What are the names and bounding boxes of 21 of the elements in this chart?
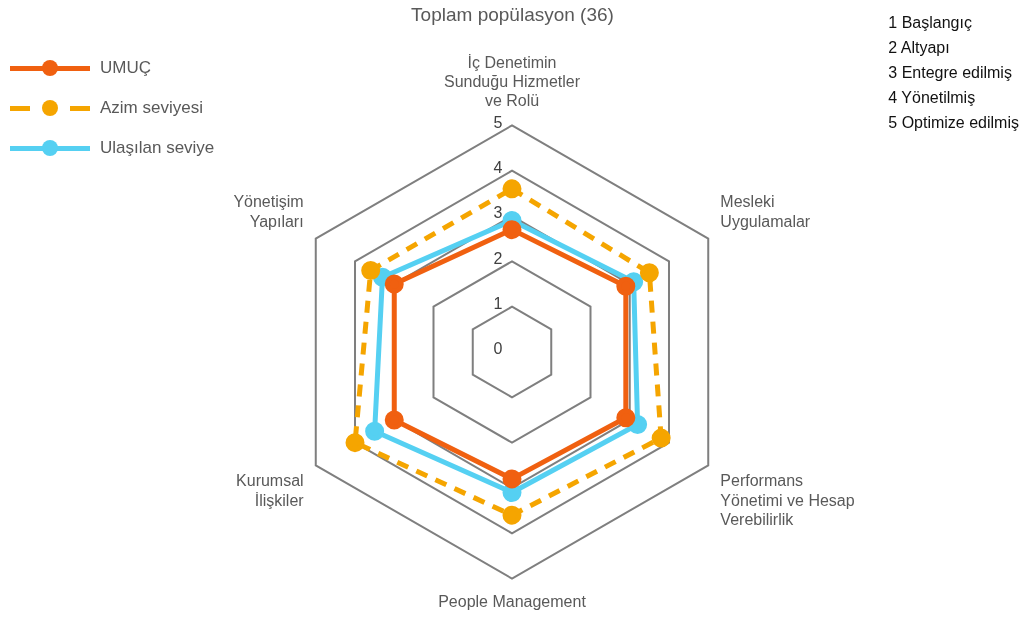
chart-title: Toplam popülasyon (36) [411, 3, 614, 25]
y-tick-label: 1 [493, 295, 503, 313]
legend-label: Azim seviyesi [100, 98, 203, 118]
text: 2 Altyapı [888, 38, 951, 58]
y-tick-label: 5 [493, 113, 503, 131]
text: 1 Başlangıç [888, 13, 973, 33]
spoke-label: Kurumsal İlişkiler [236, 472, 305, 509]
spoke-label: People Management [438, 592, 587, 610]
spoke-label: Yönetişim Yapıları [233, 193, 304, 230]
text: 3 Entegre edilmiş [888, 63, 1013, 83]
spoke-label: Performans Yönetimi ve Hesap Verebilirlik [720, 472, 855, 528]
y-tick-label: 4 [493, 159, 503, 177]
y-tick-label: 3 [493, 204, 503, 222]
y-tick-label: 2 [493, 249, 503, 267]
spoke-label: Mesleki Uygulamalar [720, 193, 811, 230]
text: 4 Yönetilmiş [888, 88, 977, 108]
y-tick-label: 0 [493, 340, 503, 358]
legend-label: UMUÇ [100, 58, 151, 78]
legend-label: Ulaşılan seviye [100, 138, 215, 158]
text: 5 Optimize edilmiş [888, 113, 1019, 133]
spoke-label: İç Denetimin Sunduğu Hizmetler ve Rolü [443, 52, 581, 110]
